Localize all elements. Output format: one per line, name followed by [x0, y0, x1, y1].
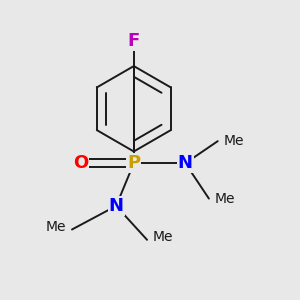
Text: F: F [128, 32, 140, 50]
Text: O: O [73, 154, 88, 172]
Text: Me: Me [46, 220, 66, 234]
Text: Me: Me [153, 230, 173, 244]
Text: N: N [178, 154, 193, 172]
Text: P: P [127, 154, 140, 172]
Text: N: N [109, 197, 124, 215]
Text: Me: Me [215, 192, 235, 206]
Text: Me: Me [224, 134, 244, 148]
